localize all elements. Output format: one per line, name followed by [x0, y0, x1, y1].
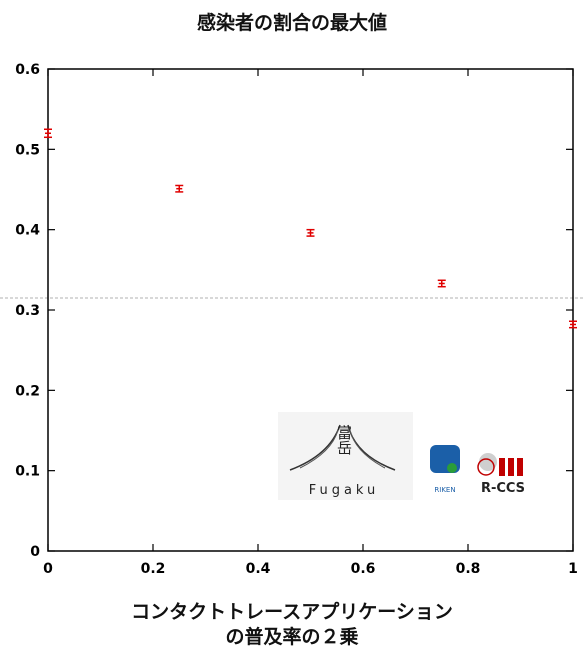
y-tick-label: 0.5 [15, 142, 40, 158]
x-tick-label: 0 [43, 561, 53, 577]
riken-text: RIKEN [434, 486, 455, 494]
data-point [569, 320, 577, 329]
data-point [437, 279, 446, 288]
x-tick-label: 0.4 [246, 561, 271, 577]
y-tick-label: 0 [30, 544, 40, 560]
fugaku-kanji: 富岳 [335, 424, 353, 455]
riken-logo: RIKEN [430, 445, 460, 494]
x-tick-label: 0.2 [141, 561, 166, 577]
x-axis-label-line-2: の普及率の２乗 [225, 626, 359, 648]
y-tick-label: 0.2 [15, 383, 40, 399]
y-tick-label: 0.1 [15, 464, 40, 480]
data-point [44, 128, 52, 139]
fugaku-logo: 富岳 Fugaku [278, 412, 413, 500]
x-axis-label-line-1: コンタクトトレースアプリケーション [131, 601, 453, 623]
y-tick-label: 0.3 [15, 303, 40, 319]
fugaku-text: Fugaku [309, 483, 380, 498]
rccs-text: R-CCS [481, 481, 525, 496]
y-tick-label: 0.6 [15, 62, 40, 78]
x-tick-label: 1 [568, 561, 578, 577]
x-tick-label: 0.6 [351, 561, 376, 577]
chart-title: 感染者の割合の最大値 [196, 12, 387, 34]
y-tick-label: 0.4 [15, 223, 40, 239]
x-tick-label: 0.8 [456, 561, 481, 577]
data-point [175, 184, 184, 193]
data-point [306, 228, 315, 237]
x-axis-label: コンタクトトレースアプリケーション の普及率の２乗 [0, 600, 584, 650]
rccs-logo: R-CCS [477, 453, 525, 496]
